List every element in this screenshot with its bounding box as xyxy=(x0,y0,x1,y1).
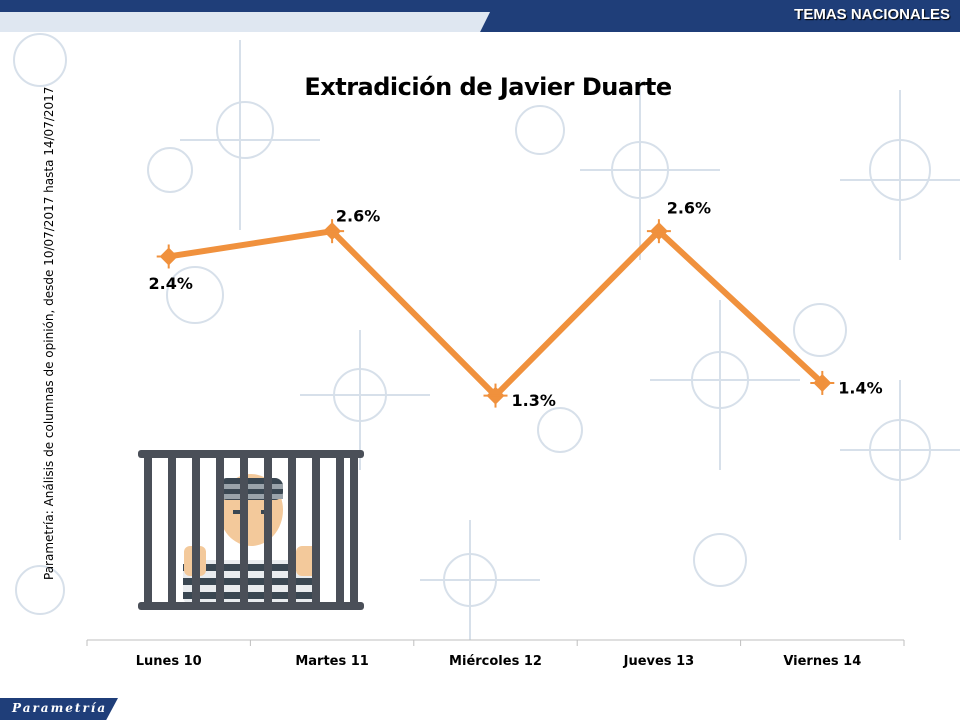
x-tick-label: Martes 11 xyxy=(295,654,369,669)
x-tick-label: Viernes 14 xyxy=(783,654,861,669)
x-tick-label: Lunes 10 xyxy=(136,654,202,669)
data-label: 2.4% xyxy=(149,274,193,293)
data-label: 2.6% xyxy=(336,207,380,226)
header-bar-background xyxy=(0,0,960,32)
header-bar: TEMAS NACIONALES xyxy=(0,0,960,32)
logo-text: Parametría xyxy=(12,701,108,715)
parametria-logo: Parametría xyxy=(0,698,118,720)
x-tick-label: Miércoles 12 xyxy=(449,654,542,669)
data-label: 1.3% xyxy=(512,391,556,410)
data-label: 2.6% xyxy=(667,199,711,218)
section-label: TEMAS NACIONALES xyxy=(794,6,950,23)
prisoner-behind-bars-icon xyxy=(138,450,364,610)
chart-title: Extradición de Javier Duarte xyxy=(304,73,672,101)
x-tick-label: Jueves 13 xyxy=(623,654,695,669)
data-label: 1.4% xyxy=(838,378,882,397)
series-line xyxy=(165,228,826,399)
